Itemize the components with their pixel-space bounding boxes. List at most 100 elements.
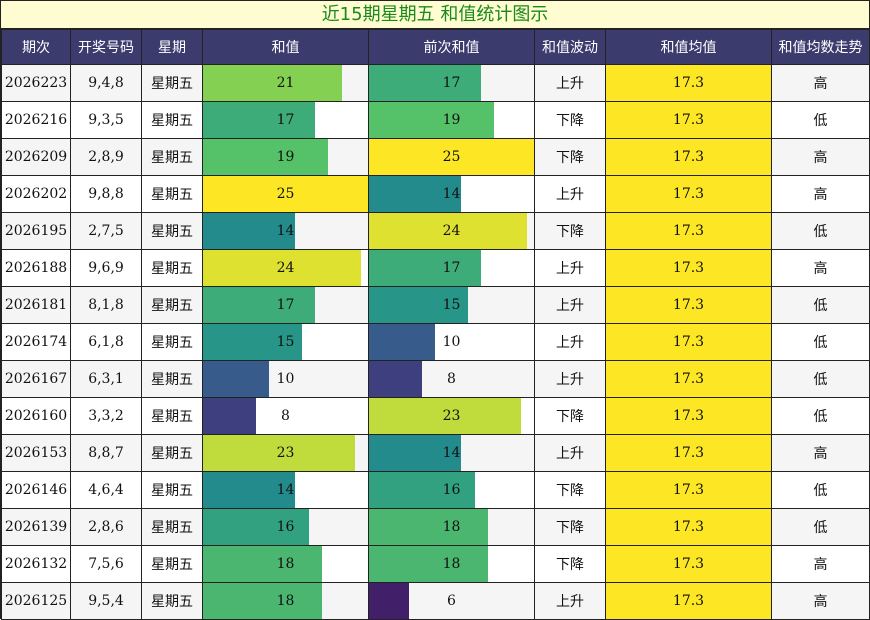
trend-cell: 上升: [534, 64, 606, 102]
table-row: 2026174 6,1,8 星期五 15 10 上升 17.3 低: [1, 323, 870, 361]
weekday-cell: 星期五: [141, 323, 203, 361]
chart-title: 近15期星期五 和值统计图示: [1, 1, 869, 29]
sum-bar: [203, 287, 316, 323]
table-row: 2026188 9,6,9 星期五 24 17 上升 17.3 高: [1, 249, 870, 287]
header-average-trend: 和值均数走势: [771, 29, 870, 65]
sum-cell: 14: [202, 212, 369, 250]
sum-label: 18: [276, 556, 295, 572]
average-trend-cell: 低: [771, 508, 870, 546]
average-cell: 17.3: [605, 175, 772, 213]
sum-cell: 25: [202, 175, 369, 213]
sum-label: 16: [276, 519, 295, 535]
period-cell: 2026139: [1, 508, 71, 546]
average-trend-cell: 高: [771, 545, 870, 583]
sum-label: 14: [276, 223, 295, 239]
average-cell: 17.3: [605, 471, 772, 509]
table-row: 2026160 3,3,2 星期五 8 23 下降 17.3 低: [1, 397, 870, 435]
average-trend-cell: 低: [771, 471, 870, 509]
header-row: 期次 开奖号码 星期 和值 前次和值 和值波动 和值均值 和值均数走势: [1, 29, 870, 65]
prev-sum-bar: [369, 546, 488, 582]
prev-sum-cell: 16: [368, 471, 535, 509]
sum-cell: 15: [202, 323, 369, 361]
period-cell: 2026125: [1, 582, 71, 620]
weekday-cell: 星期五: [141, 249, 203, 287]
trend-cell: 下降: [534, 508, 606, 546]
sum-bar: [203, 139, 329, 175]
weekday-cell: 星期五: [141, 101, 203, 139]
sum-label: 21: [276, 75, 295, 91]
sum-label: 10: [276, 371, 295, 387]
table-row: 2026132 7,5,6 星期五 18 18 下降 17.3 高: [1, 545, 870, 583]
average-cell: 17.3: [605, 64, 772, 102]
numbers-cell: 9,4,8: [70, 64, 142, 102]
table-body: 2026223 9,4,8 星期五 21 17 上升 17.3 高 2026216 9,3,5 星期…: [1, 64, 870, 620]
numbers-cell: 9,5,4: [70, 582, 142, 620]
average-cell: 17.3: [605, 138, 772, 176]
prev-sum-cell: 14: [368, 175, 535, 213]
period-cell: 2026160: [1, 397, 71, 435]
numbers-cell: 6,3,1: [70, 360, 142, 398]
average-trend-cell: 高: [771, 582, 870, 620]
prev-sum-cell: 6: [368, 582, 535, 620]
weekday-cell: 星期五: [141, 545, 203, 583]
trend-cell: 上升: [534, 582, 606, 620]
period-cell: 2026216: [1, 101, 71, 139]
sum-label: 14: [276, 482, 295, 498]
sum-cell: 21: [202, 64, 369, 102]
sum-bar: [203, 324, 302, 360]
weekday-cell: 星期五: [141, 212, 203, 250]
average-trend-cell: 低: [771, 101, 870, 139]
prev-sum-bar: [369, 435, 462, 471]
table-row: 2026216 9,3,5 星期五 17 19 下降 17.3 低: [1, 101, 870, 139]
period-cell: 2026188: [1, 249, 71, 287]
period-cell: 2026174: [1, 323, 71, 361]
prev-sum-label: 24: [442, 223, 461, 239]
average-cell: 17.3: [605, 360, 772, 398]
trend-cell: 上升: [534, 323, 606, 361]
prev-sum-label: 18: [442, 519, 461, 535]
prev-sum-bar: [369, 472, 475, 508]
period-cell: 2026132: [1, 545, 71, 583]
prev-sum-cell: 18: [368, 545, 535, 583]
header-numbers: 开奖号码: [70, 29, 142, 65]
sum-bar: [203, 583, 322, 619]
sum-label: 25: [276, 186, 295, 202]
average-trend-cell: 低: [771, 286, 870, 324]
header-sum: 和值: [202, 29, 369, 65]
table-row: 2026195 2,7,5 星期五 14 24 下降 17.3 低: [1, 212, 870, 250]
average-trend-cell: 低: [771, 397, 870, 435]
numbers-cell: 9,6,9: [70, 249, 142, 287]
trend-cell: 上升: [534, 249, 606, 287]
prev-sum-label: 14: [442, 186, 461, 202]
average-cell: 17.3: [605, 212, 772, 250]
prev-sum-cell: 17: [368, 64, 535, 102]
period-cell: 2026209: [1, 138, 71, 176]
sum-cell: 19: [202, 138, 369, 176]
sum-statistics-table: 期次 开奖号码 星期 和值 前次和值 和值波动 和值均值 和值均数走势 2026…: [1, 29, 870, 620]
prev-sum-bar: [369, 213, 528, 249]
weekday-cell: 星期五: [141, 397, 203, 435]
prev-sum-bar: [369, 176, 462, 212]
prev-sum-label: 18: [442, 556, 461, 572]
header-weekday: 星期: [141, 29, 203, 65]
sum-label: 24: [276, 260, 295, 276]
prev-sum-cell: 25: [368, 138, 535, 176]
table-row: 2026167 6,3,1 星期五 10 8 上升 17.3 低: [1, 360, 870, 398]
period-cell: 2026202: [1, 175, 71, 213]
weekday-cell: 星期五: [141, 64, 203, 102]
sum-cell: 10: [202, 360, 369, 398]
numbers-cell: 4,6,4: [70, 471, 142, 509]
average-cell: 17.3: [605, 582, 772, 620]
period-cell: 2026195: [1, 212, 71, 250]
average-cell: 17.3: [605, 249, 772, 287]
weekday-cell: 星期五: [141, 582, 203, 620]
sum-label: 17: [276, 112, 295, 128]
average-trend-cell: 低: [771, 212, 870, 250]
sum-cell: 8: [202, 397, 369, 435]
table-row: 2026125 9,5,4 星期五 18 6 上升 17.3 高: [1, 582, 870, 620]
average-trend-cell: 低: [771, 323, 870, 361]
prev-sum-cell: 18: [368, 508, 535, 546]
trend-cell: 上升: [534, 286, 606, 324]
average-cell: 17.3: [605, 101, 772, 139]
average-cell: 17.3: [605, 434, 772, 472]
